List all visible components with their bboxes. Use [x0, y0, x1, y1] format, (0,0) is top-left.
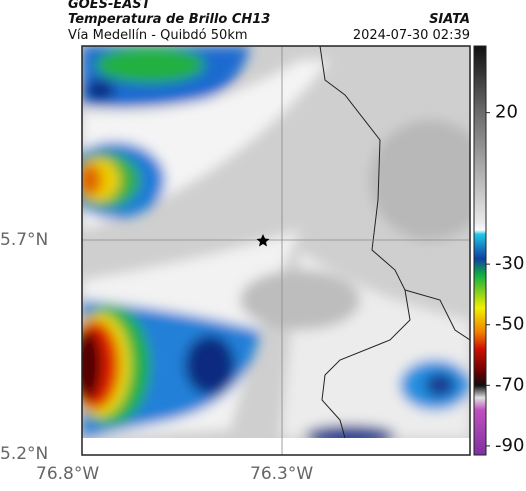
- lat-label: 5.7°N: [0, 230, 49, 250]
- lat-label: 5.2°N: [0, 444, 49, 464]
- imagery: [82, 46, 470, 438]
- colorbar-tick-label: -30: [495, 253, 524, 274]
- route: Vía Medellín - Quibdó 50km: [68, 28, 248, 43]
- colorbar: [473, 45, 487, 456]
- timestamp: 2024-07-30 02:39: [352, 28, 470, 43]
- map-border: [81, 45, 471, 456]
- colorbar-tick-label: -90: [495, 435, 524, 456]
- source: SIATA: [429, 12, 470, 27]
- colorbar-tick-label: 20: [495, 102, 518, 123]
- colorbar-ticks: 20 -30 -50 -70 -90: [486, 102, 524, 456]
- colorbar-tick-label: -70: [495, 374, 524, 395]
- location-marker: [256, 234, 270, 247]
- title: GOES-EAST: [68, 0, 151, 12]
- lon-label: 76.8°W: [36, 464, 100, 484]
- lon-label: 76.3°W: [250, 464, 314, 484]
- subtitle: Temperatura de Brillo CH13: [68, 12, 271, 27]
- colorbar-tick-label: -50: [495, 314, 524, 335]
